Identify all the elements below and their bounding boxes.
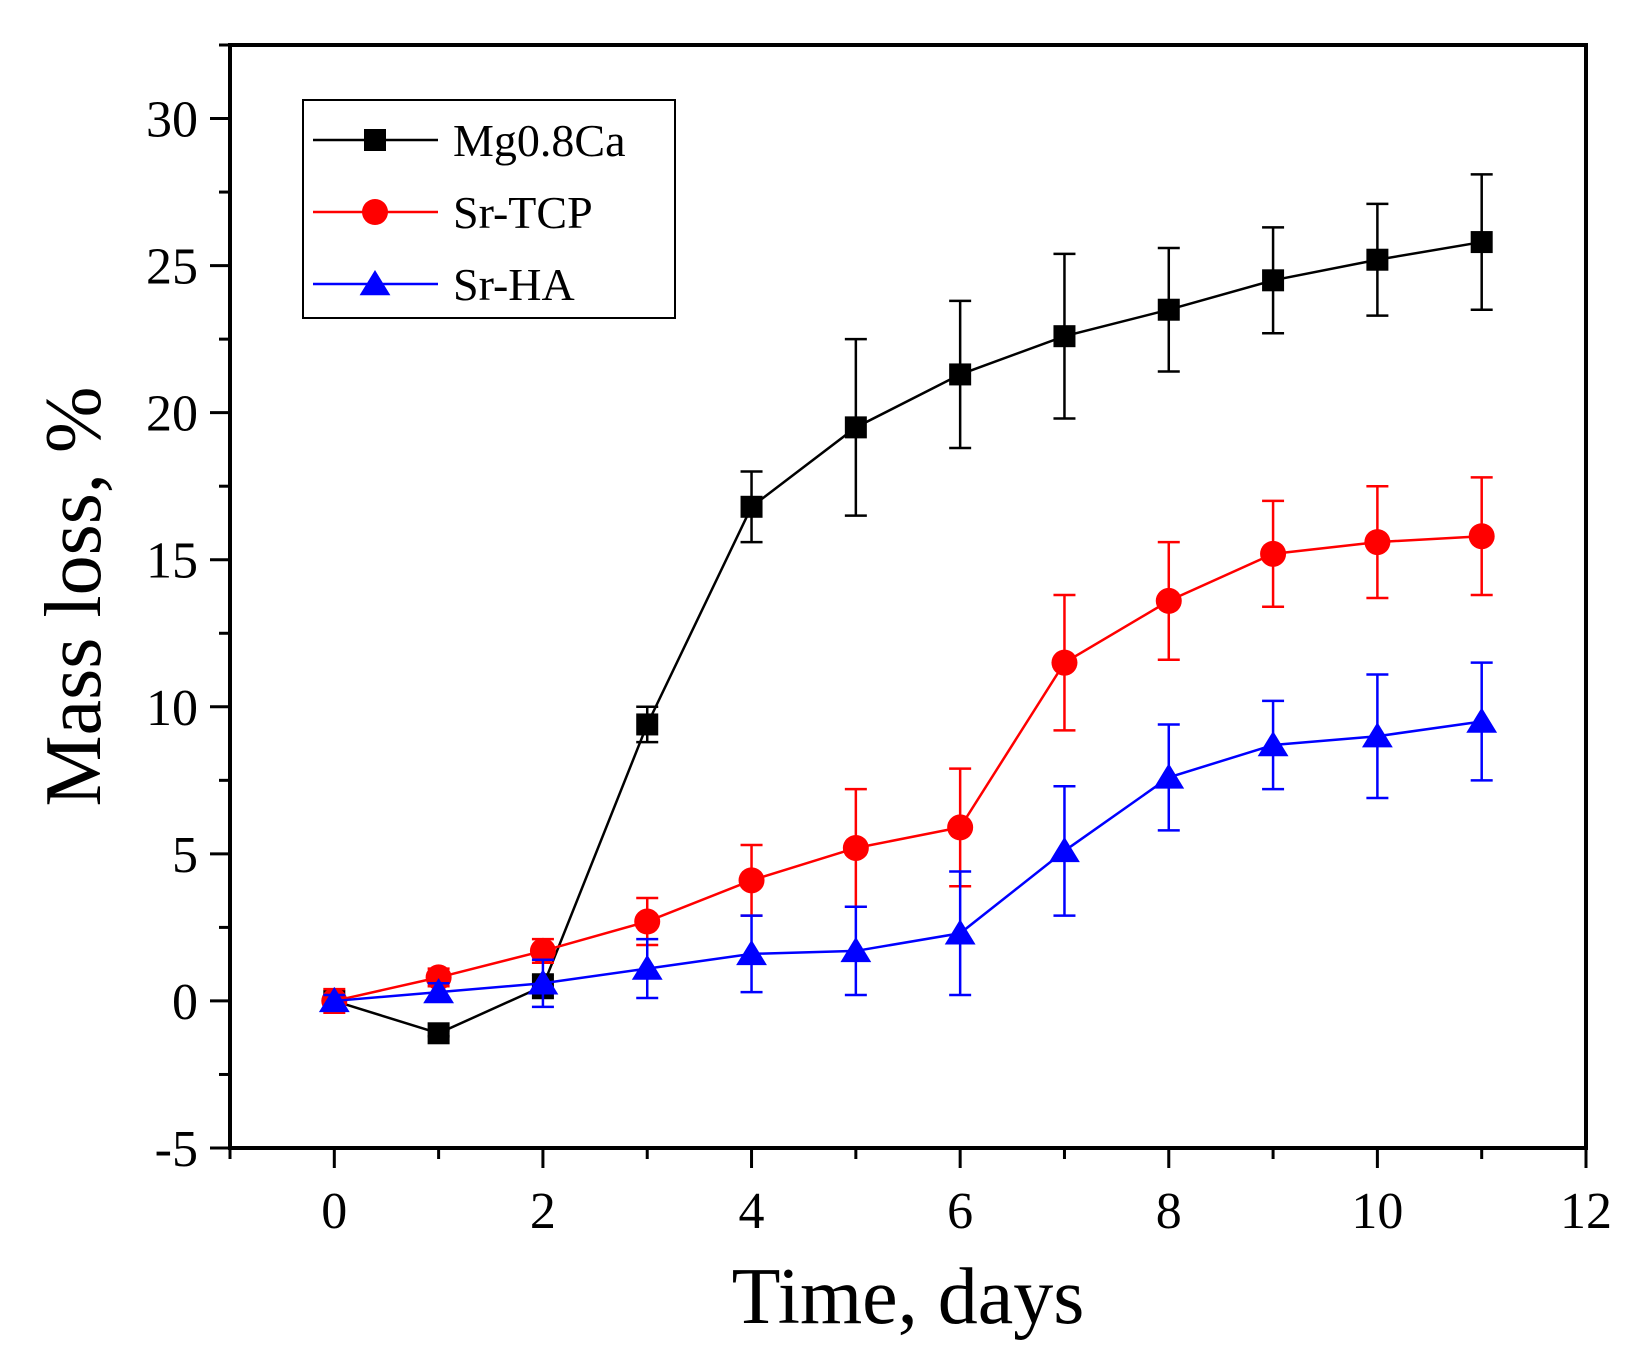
x-tick-label: 8	[1156, 1183, 1182, 1240]
series-line	[334, 720, 1482, 1003]
data-point	[1155, 587, 1182, 614]
data-point	[1468, 523, 1495, 550]
data-point	[736, 939, 767, 966]
x-tick-label: 12	[1560, 1183, 1612, 1240]
y-tick-label: 20	[146, 386, 198, 443]
series-Sr-TCP	[321, 476, 1495, 1014]
legend-marker	[364, 129, 386, 151]
y-tick-label: -5	[155, 1121, 198, 1178]
data-point	[840, 936, 872, 963]
data-point	[423, 978, 455, 1004]
y-tick-label: 15	[146, 533, 198, 590]
data-point	[842, 834, 869, 861]
data-point	[1260, 540, 1287, 567]
series-Sr-HA	[318, 661, 1498, 1013]
data-point	[631, 954, 663, 980]
x-tick-label: 0	[321, 1183, 347, 1240]
data-point	[527, 969, 559, 995]
legend-item-Sr-TCP: Sr-TCP	[313, 187, 593, 238]
data-point	[634, 908, 661, 935]
axes: 0 2 4 6 8 10 12 -5 0 5 10 15 20 25 30	[146, 43, 1612, 1240]
data-point	[1053, 325, 1076, 348]
series-line	[333, 240, 1482, 1035]
x-tick-label: 4	[739, 1183, 765, 1240]
legend-marker	[359, 270, 391, 296]
data-point	[1153, 763, 1185, 789]
data-point	[740, 495, 763, 518]
x-axis-title: Time, days	[732, 1253, 1085, 1341]
data-point	[1466, 707, 1498, 733]
y-tick-label: 10	[146, 680, 198, 737]
y-tick-label: 30	[146, 92, 198, 149]
y-tick-label: 5	[172, 827, 198, 884]
data-point	[1364, 529, 1391, 556]
data-point	[944, 919, 976, 945]
x-tick-label: 2	[530, 1183, 556, 1240]
data-point	[1257, 731, 1289, 757]
data-point	[949, 363, 972, 386]
data-point	[1366, 248, 1389, 271]
legend-label: Sr-TCP	[453, 187, 593, 238]
legend: Mg0.8Ca Sr-TCP Sr-HA	[302, 99, 676, 319]
legend-item-Sr-HA: Sr-HA	[313, 259, 575, 310]
data-point	[529, 937, 556, 964]
y-axis-title: Mass loss, %	[30, 386, 118, 806]
data-point	[738, 867, 765, 894]
data-point	[1470, 231, 1493, 254]
legend-item-Mg0.8Ca: Mg0.8Ca	[313, 115, 626, 166]
y-tick-label: 0	[172, 974, 198, 1031]
legend-label: Mg0.8Ca	[453, 115, 626, 166]
legend-marker	[362, 199, 388, 225]
data-point	[1157, 298, 1180, 321]
legend-label: Sr-HA	[453, 259, 575, 310]
data-point	[1049, 836, 1080, 863]
data-point	[318, 986, 350, 1013]
data-point	[947, 814, 974, 841]
x-tick-label: 6	[947, 1183, 973, 1240]
data-point	[1051, 649, 1078, 676]
data-point	[636, 713, 659, 736]
data-point	[844, 416, 867, 439]
plot-frame	[228, 43, 1588, 1150]
x-tick-label: 10	[1351, 1183, 1403, 1240]
y-tick-label: 25	[146, 239, 198, 296]
data-point	[1262, 269, 1285, 292]
data-point	[1361, 722, 1393, 748]
data-point	[427, 1022, 450, 1045]
plot-marks	[318, 173, 1498, 1045]
series-line	[334, 534, 1482, 1003]
